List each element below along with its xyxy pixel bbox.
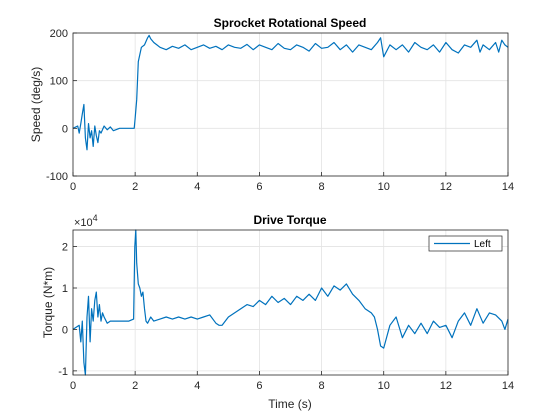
x-tick-label: 8 [319, 181, 325, 193]
exponent-power: 4 [93, 213, 98, 223]
y-tick-label: 0 [62, 123, 68, 135]
y-tick-label: -100 [46, 171, 68, 183]
x-tick-label: 14 [502, 181, 514, 193]
y-tick-label: 0 [62, 324, 68, 336]
x-tick-label: 14 [502, 380, 514, 392]
x-tick-label: 10 [378, 380, 390, 392]
speed-y-label: Speed (deg/s) [29, 67, 43, 142]
speed-series [72, 34, 509, 151]
series-line [72, 34, 509, 151]
x-tick-label: 8 [319, 380, 325, 392]
y-tick-label: 1 [62, 283, 68, 295]
torque-x-label: Time (s) [268, 397, 312, 411]
torque-title: Drive Torque [253, 213, 326, 227]
x-tick-label: 4 [194, 181, 200, 193]
exponent-base: ×10 [74, 217, 93, 229]
torque-legend: Left [428, 235, 503, 252]
x-tick-label: 4 [194, 380, 200, 392]
x-tick-label: 2 [132, 380, 138, 392]
y-tick-label: -1 [58, 366, 68, 378]
x-tick-label: 12 [440, 181, 452, 193]
torque-y-ticks: -1 0 1 2 [58, 242, 77, 378]
x-tick-label: 0 [70, 380, 76, 392]
y-tick-label: 200 [50, 28, 68, 40]
speed-plot-area [73, 33, 508, 176]
series-line [72, 229, 509, 376]
x-tick-label: 6 [256, 380, 262, 392]
x-tick-label: 2 [132, 181, 138, 193]
torque-exponent: ×104 [74, 213, 98, 229]
torque-x-ticks: 0 2 4 6 8 10 12 14 [70, 371, 514, 392]
x-tick-label: 12 [440, 380, 452, 392]
speed-y-ticks: -100 0 100 200 [46, 28, 77, 183]
x-tick-label: 6 [256, 181, 262, 193]
torque-y-label: Torque (N*m) [41, 267, 55, 338]
speed-title: Sprocket Rotational Speed [214, 16, 367, 30]
x-tick-label: 10 [378, 181, 390, 193]
x-tick-label: 0 [70, 181, 76, 193]
torque-plot-area [73, 230, 508, 375]
torque-axes-box [72, 229, 509, 376]
legend-label-left: Left [474, 239, 491, 250]
speed-axes-box [72, 32, 509, 177]
speed-x-ticks: 0 2 4 6 8 10 12 14 [70, 172, 514, 193]
y-tick-label: 100 [50, 76, 68, 88]
torque-series [72, 229, 509, 376]
y-tick-label: 2 [62, 242, 68, 254]
